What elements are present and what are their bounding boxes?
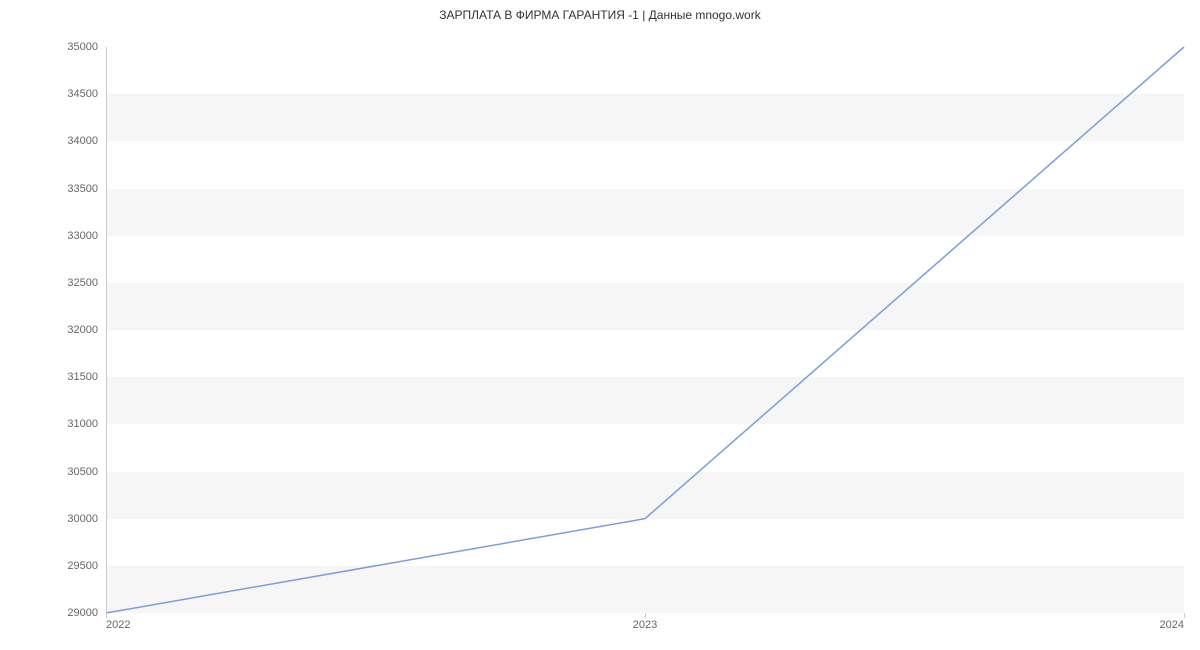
y-tick-label: 31000 (67, 418, 98, 430)
y-tick-label: 30500 (67, 466, 98, 478)
plot-area: 2900029500300003050031000315003200032500… (106, 47, 1184, 613)
chart-container: ЗАРПЛАТА В ФИРМА ГАРАНТИЯ -1 | Данные mn… (0, 0, 1200, 650)
line-series (106, 47, 1184, 613)
y-tick-label: 33500 (67, 183, 98, 195)
y-tick-label: 34000 (67, 135, 98, 147)
y-tick-label: 35000 (67, 41, 98, 53)
y-tick-label: 34500 (67, 88, 98, 100)
x-tick-mark (1184, 613, 1185, 618)
y-tick-label: 32000 (67, 324, 98, 336)
x-tick-mark (645, 613, 646, 618)
x-tick-label: 2023 (633, 619, 657, 631)
y-tick-label: 32500 (67, 277, 98, 289)
x-tick-label: 2024 (1160, 619, 1184, 631)
y-tick-label: 29500 (67, 560, 98, 572)
x-tick-mark (106, 613, 107, 618)
x-tick-label: 2022 (106, 619, 130, 631)
y-axis-line (106, 47, 107, 613)
chart-title: ЗАРПЛАТА В ФИРМА ГАРАНТИЯ -1 | Данные mn… (0, 8, 1200, 22)
y-tick-label: 33000 (67, 230, 98, 242)
y-tick-label: 31500 (67, 371, 98, 383)
y-tick-label: 30000 (67, 513, 98, 525)
series-line (106, 47, 1184, 613)
y-tick-label: 29000 (67, 607, 98, 619)
